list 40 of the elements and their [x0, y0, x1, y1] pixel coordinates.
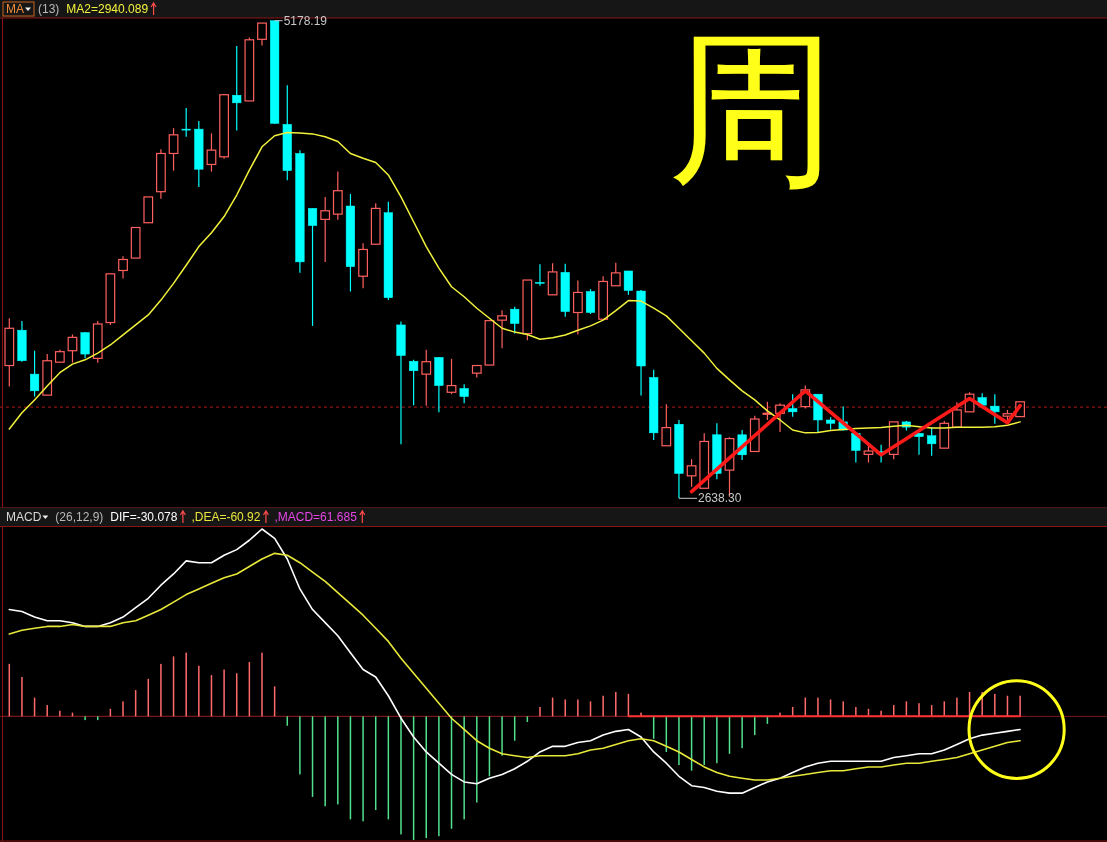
candlestick	[30, 350, 40, 398]
candlestick	[914, 432, 924, 456]
chart-subtitle: (26,12,9)	[55, 510, 104, 524]
candlestick	[497, 309, 507, 349]
candlestick	[459, 383, 469, 404]
candlestick	[990, 393, 1000, 425]
candlestick	[446, 358, 457, 395]
candlestick	[232, 45, 242, 132]
candlestick	[168, 127, 179, 172]
chart-subtitle: (13)	[38, 2, 60, 16]
candlestick	[307, 207, 318, 327]
chart-title: MACD	[6, 510, 42, 524]
candlestick	[80, 331, 90, 359]
candlestick	[610, 262, 621, 287]
candlestick	[421, 349, 432, 407]
candlestick	[623, 270, 633, 296]
annotation: 2638.30	[697, 491, 742, 506]
annotation: 5178.19	[283, 13, 328, 28]
text: MA2=2940.089	[66, 2, 149, 16]
candlestick	[181, 107, 191, 138]
annotation: 周	[668, 12, 836, 208]
candlestick	[118, 255, 128, 280]
text: DIF=-30.078	[110, 510, 178, 524]
candlestick	[572, 279, 583, 336]
candlestick	[547, 262, 558, 296]
chart-title: MA	[6, 2, 24, 16]
candlestick	[927, 426, 937, 457]
candlestick	[686, 458, 697, 488]
candlestick	[320, 196, 331, 263]
candlestick	[257, 22, 267, 47]
candlestick	[952, 401, 962, 428]
text: ,MACD=61.685	[274, 510, 358, 524]
candlestick	[510, 306, 520, 335]
candlestick	[661, 403, 672, 447]
candlestick	[332, 171, 343, 221]
text: ,DEA=-60.92	[191, 510, 261, 524]
candlestick	[585, 288, 596, 315]
candlestick	[535, 263, 545, 287]
candlestick	[206, 132, 217, 173]
candlestick	[409, 359, 419, 406]
